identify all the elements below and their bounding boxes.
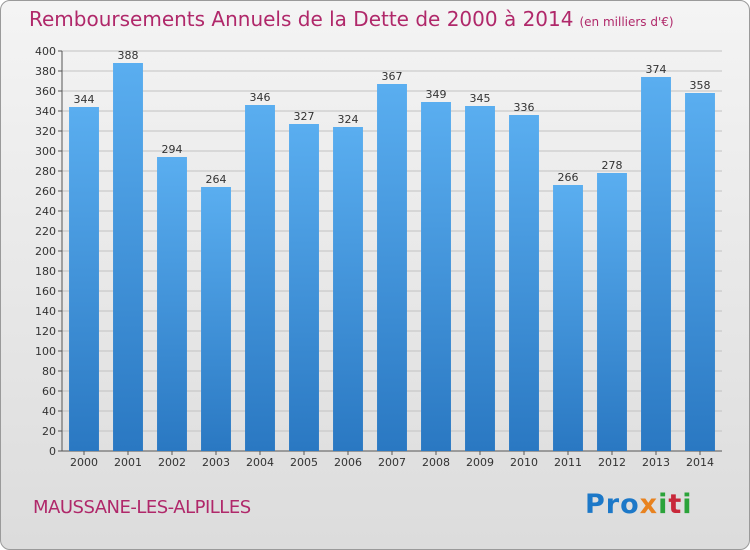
bar-value-label: 327: [294, 110, 315, 123]
y-tick-label: 80: [42, 365, 56, 378]
y-tick-label: 400: [35, 45, 56, 58]
y-tick-label: 0: [49, 445, 56, 458]
bar: [509, 115, 539, 451]
bar-value-label: 349: [426, 88, 447, 101]
y-tick-label: 140: [35, 305, 56, 318]
chart-title-text: Remboursements Annuels de la Dette de 20…: [29, 7, 574, 31]
x-tick-label: 2010: [510, 456, 538, 469]
logo-part-t: t: [668, 489, 683, 520]
x-tick-label: 2011: [554, 456, 582, 469]
y-tick-label: 40: [42, 405, 56, 418]
y-tick-label: 200: [35, 245, 56, 258]
y-tick-label: 100: [35, 345, 56, 358]
x-tick-label: 2003: [202, 456, 230, 469]
labels: 0 20 40 60 80 100 120 140 160 180 200 220 240 260 280 3…: [35, 45, 714, 469]
x-tick-label: 2007: [378, 456, 406, 469]
y-tick-label: 160: [35, 285, 56, 298]
logo-part-pro: Pro: [585, 489, 640, 520]
bar-value-label: 374: [646, 63, 667, 76]
bar-value-label: 345: [470, 92, 491, 105]
bar-value-label: 266: [558, 171, 579, 184]
bar: [289, 124, 319, 451]
bar-value-label: 346: [250, 91, 271, 104]
bars: [69, 63, 715, 451]
bar-value-label: 278: [602, 159, 623, 172]
y-tick-label: 60: [42, 385, 56, 398]
bar: [333, 127, 363, 451]
bar-value-label: 294: [162, 143, 183, 156]
y-tick-label: 280: [35, 165, 56, 178]
bar-value-label: 367: [382, 70, 403, 83]
bar: [685, 93, 715, 451]
x-tick-label: 2004: [246, 456, 274, 469]
y-tick-label: 260: [35, 185, 56, 198]
y-tick-label: 20: [42, 425, 56, 438]
bar-value-label: 388: [118, 49, 139, 62]
y-tick-label: 220: [35, 225, 56, 238]
bar-value-label: 336: [514, 101, 535, 114]
y-tick-label: 180: [35, 265, 56, 278]
bar-value-label: 344: [74, 93, 95, 106]
y-tick-label: 240: [35, 205, 56, 218]
bar: [553, 185, 583, 451]
bar-value-label: 358: [690, 79, 711, 92]
y-tick-label: 120: [35, 325, 56, 338]
bar: [597, 173, 627, 451]
bar: [69, 107, 99, 451]
bar: [377, 84, 407, 451]
bar: [245, 105, 275, 451]
bar: [465, 106, 495, 451]
logo-part-i: i: [658, 489, 669, 520]
y-tick-label: 360: [35, 85, 56, 98]
y-tick-label: 340: [35, 105, 56, 118]
logo-part-i2: i: [682, 489, 693, 520]
x-tick-label: 2012: [598, 456, 626, 469]
x-tick-label: 2009: [466, 456, 494, 469]
y-tick-label: 320: [35, 125, 56, 138]
commune-name: MAUSSANE-LES-ALPILLES: [33, 497, 251, 518]
y-tick-label: 300: [35, 145, 56, 158]
x-tick-label: 2002: [158, 456, 186, 469]
x-tick-label: 2008: [422, 456, 450, 469]
chart-title: Remboursements Annuels de la Dette de 20…: [29, 7, 674, 31]
x-tick-label: 2013: [642, 456, 670, 469]
bar-value-label: 264: [206, 173, 227, 186]
x-tick-label: 2014: [686, 456, 714, 469]
proxiti-logo: Proxiti: [585, 489, 693, 520]
chart-unit: (en milliers d'€): [579, 15, 674, 29]
x-tick-label: 2006: [334, 456, 362, 469]
bar: [421, 102, 451, 451]
y-tick-label: 380: [35, 65, 56, 78]
bar-value-label: 324: [338, 113, 359, 126]
x-tick-label: 2001: [114, 456, 142, 469]
bar: [157, 157, 187, 451]
bar: [641, 77, 671, 451]
x-tick-label: 2005: [290, 456, 318, 469]
logo-part-x: x: [639, 489, 659, 520]
x-tick-label: 2000: [70, 456, 98, 469]
bar: [201, 187, 231, 451]
bar: [113, 63, 143, 451]
